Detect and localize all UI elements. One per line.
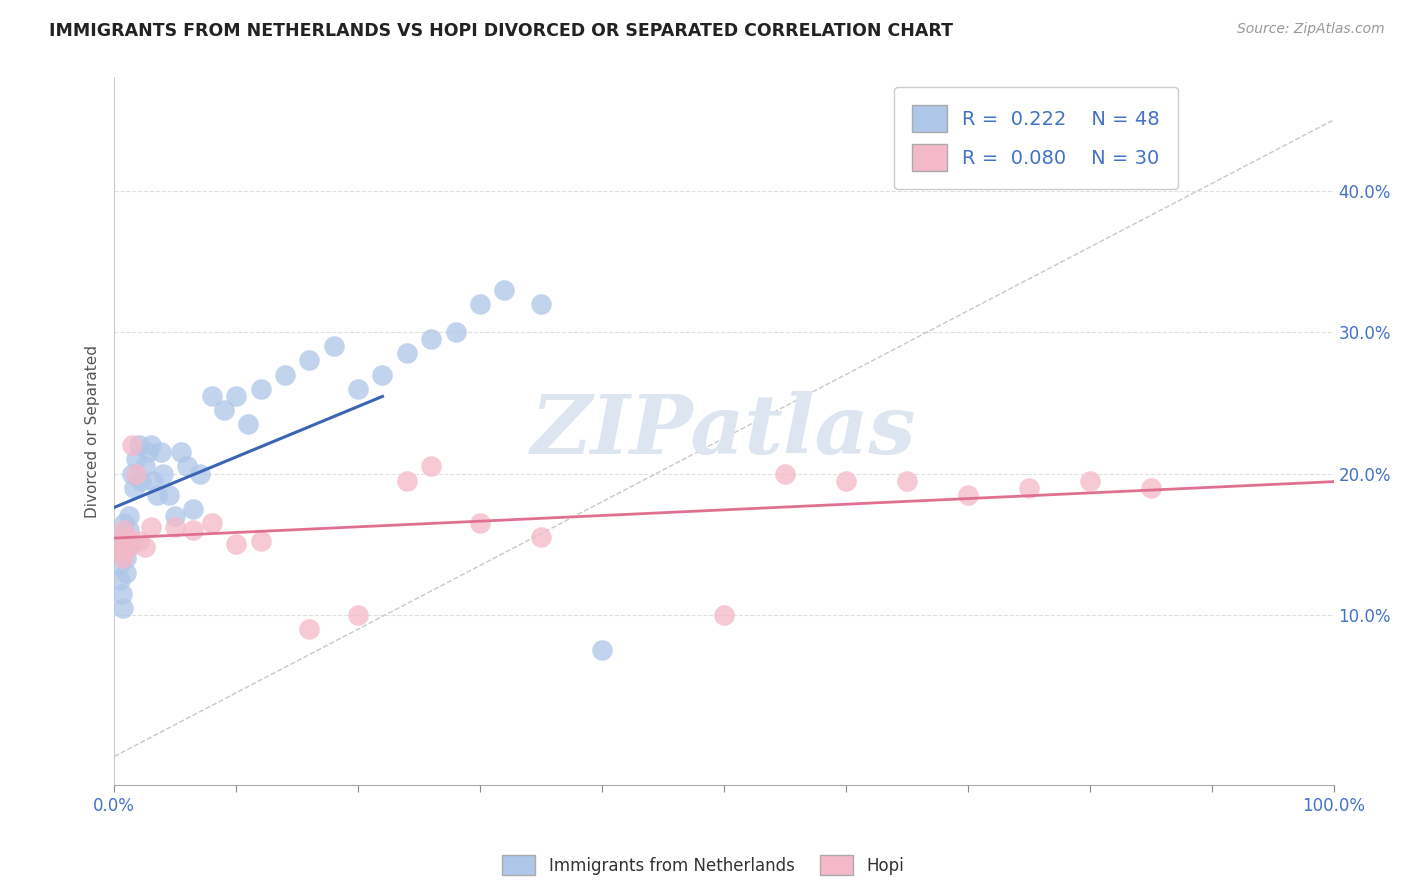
Point [494,283,516,297]
Point [298,622,321,636]
Point [118,540,141,554]
Text: IMMIGRANTS FROM NETHERLANDS VS HOPI DIVORCED OR SEPARATED CORRELATION CHART: IMMIGRANTS FROM NETHERLANDS VS HOPI DIVO… [49,22,953,40]
Point [157,488,180,502]
Point [125,467,148,481]
Point [121,467,143,481]
Point [444,325,467,339]
Point [134,540,156,554]
Point [128,534,150,549]
Point [110,587,132,601]
Point [395,474,418,488]
Point [115,551,138,566]
Point [108,558,131,573]
Point [201,389,224,403]
Point [115,530,138,544]
Point [125,452,148,467]
Point [118,508,141,523]
Point [138,445,160,459]
Text: Source: ZipAtlas.com: Source: ZipAtlas.com [1237,22,1385,37]
Point [274,368,297,382]
Point [1018,481,1040,495]
Point [146,488,169,502]
Point [110,544,132,558]
Point [170,445,193,459]
Point [225,537,247,551]
Point [142,474,165,488]
Point [114,537,136,551]
Point [149,445,172,459]
Legend: R =  0.222    N = 48, R =  0.080    N = 30: R = 0.222 N = 48, R = 0.080 N = 30 [894,87,1178,189]
Point [188,467,211,481]
Point [347,607,370,622]
Point [165,508,187,523]
Point [115,566,138,580]
Text: ZIPatlas: ZIPatlas [531,391,917,471]
Point [298,353,321,368]
Point [249,382,271,396]
Point [183,502,205,516]
Point [107,537,129,551]
Point [371,368,394,382]
Point [530,530,553,544]
Point [111,601,134,615]
Point [468,516,491,530]
Point [225,389,247,403]
Point [956,488,979,502]
Point [1078,474,1101,488]
Point [183,523,205,537]
Point [468,297,491,311]
Point [530,297,553,311]
Point [122,481,145,495]
Legend: Immigrants from Netherlands, Hopi: Immigrants from Netherlands, Hopi [494,847,912,884]
Point [105,530,128,544]
Point [238,417,260,431]
Point [112,523,135,537]
Point [165,520,187,534]
Point [111,551,134,566]
Point [249,534,271,549]
Point [201,516,224,530]
Point [896,474,918,488]
Point [420,459,443,474]
Point [835,474,858,488]
Point [139,438,162,452]
Point [120,537,142,551]
Point [107,544,129,558]
Point [121,438,143,452]
Point [591,643,613,657]
Point [773,467,796,481]
Point [713,607,735,622]
Point [176,459,198,474]
Point [134,459,156,474]
Point [1139,481,1161,495]
Point [322,339,344,353]
Point [112,516,135,530]
Y-axis label: Divorced or Separated: Divorced or Separated [86,344,100,517]
Point [129,474,152,488]
Point [420,332,443,346]
Point [118,523,141,537]
Point [110,573,132,587]
Point [152,467,174,481]
Point [139,520,162,534]
Point [212,403,235,417]
Point [395,346,418,360]
Point [347,382,370,396]
Point [128,438,150,452]
